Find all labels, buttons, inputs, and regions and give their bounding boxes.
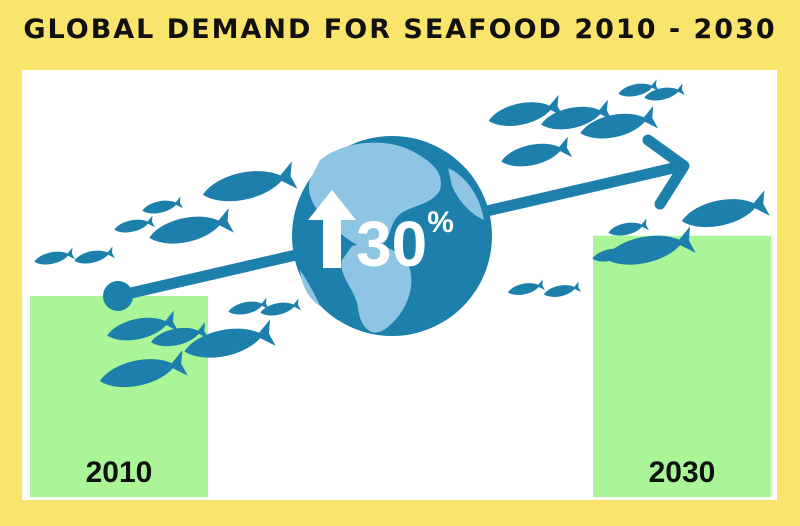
fish-icon: [227, 297, 269, 318]
fish-icon: [141, 196, 183, 217]
fish-icon: [607, 218, 649, 239]
fish-icon: [33, 247, 75, 268]
chart-title: GLOBAL DEMAND FOR SEAFOOD 2010 - 2030: [23, 14, 777, 45]
bar-2030: [593, 235, 771, 497]
bar-label-2010: 2010: [86, 456, 153, 489]
fish-icon: [200, 161, 298, 209]
fish-icon: [499, 136, 573, 172]
fish-icon: [73, 246, 115, 267]
fish-icon: [679, 190, 770, 234]
up-arrow-icon: [308, 190, 356, 268]
bar-label-2030: 2030: [649, 456, 716, 489]
percent-value: 30%: [356, 206, 454, 280]
fish-icon: [506, 279, 546, 298]
fish-icon: [542, 281, 582, 300]
globe-icon: [292, 136, 492, 336]
fish-icon: [146, 208, 234, 251]
fish-icon: [113, 215, 155, 236]
